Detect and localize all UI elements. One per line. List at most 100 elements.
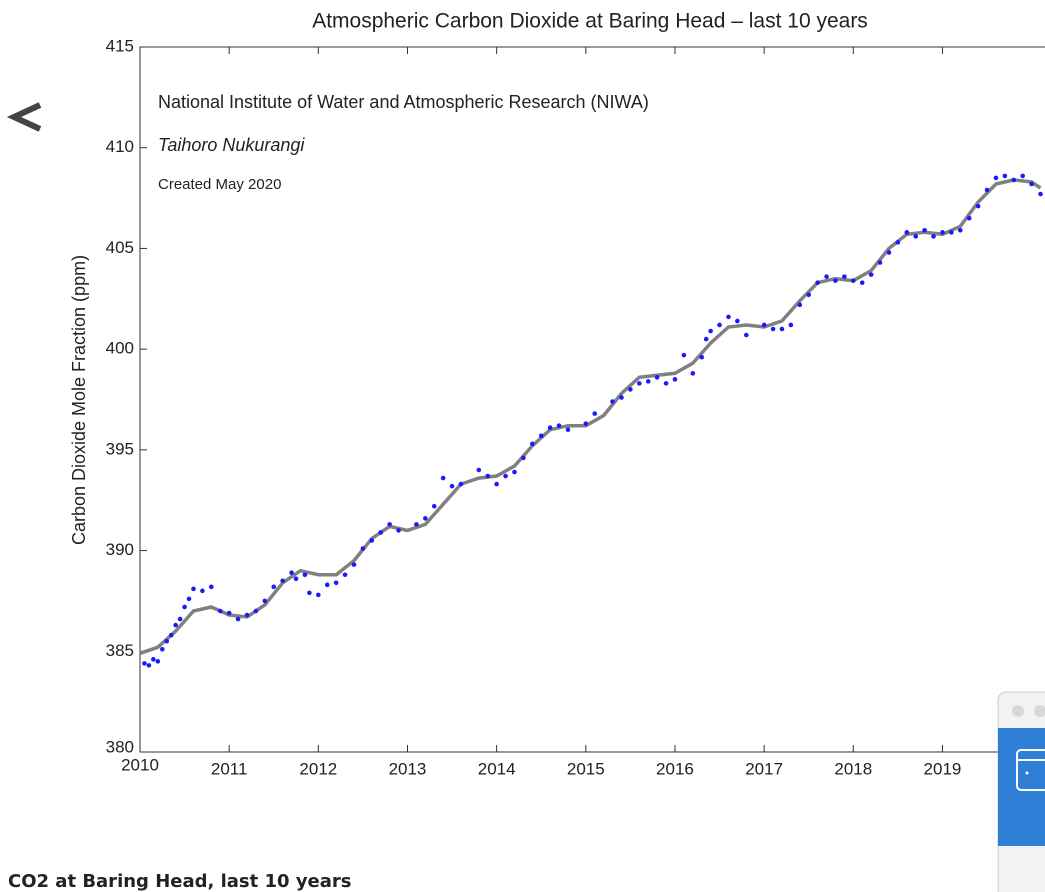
- data-point: [913, 234, 919, 239]
- data-point: [503, 473, 508, 479]
- data-point: [547, 425, 553, 431]
- data-point: [146, 663, 152, 668]
- data-point: [645, 379, 651, 384]
- data-point: [957, 228, 963, 233]
- data-point: [681, 352, 687, 358]
- data-point: [842, 274, 847, 279]
- data-point: [244, 612, 250, 618]
- data-point: [378, 530, 384, 535]
- data-point: [1011, 177, 1017, 183]
- x-tick-label: 2010: [121, 755, 159, 774]
- x-tick-label: 2019: [924, 759, 962, 778]
- data-point: [209, 584, 214, 590]
- data-point: [177, 616, 183, 622]
- data-point: [610, 399, 615, 404]
- data-point: [895, 240, 901, 245]
- data-point: [699, 354, 705, 360]
- y-tick-label: 385: [106, 641, 134, 660]
- data-point: [993, 175, 999, 181]
- y-axis-label: Carbon Dioxide Mole Fraction (ppm): [69, 255, 89, 545]
- data-point: [717, 322, 722, 328]
- annotation: Taihoro Nukurangi: [158, 135, 305, 155]
- data-point: [931, 234, 936, 239]
- data-point: [1020, 173, 1026, 179]
- data-point: [592, 411, 598, 416]
- data-point: [302, 572, 308, 578]
- data-point: [824, 274, 829, 279]
- data-point: [369, 538, 375, 543]
- y-tick-label: 395: [106, 439, 134, 458]
- data-point: [654, 375, 660, 380]
- data-point: [351, 562, 357, 567]
- x-tick-label: 2011: [211, 759, 248, 778]
- caption: CO2 at Baring Head, last 10 years: [8, 871, 352, 892]
- x-tick-label: 2018: [834, 759, 872, 778]
- data-point: [293, 576, 299, 582]
- y-tick-label: 380: [106, 737, 134, 756]
- data-point: [538, 433, 544, 439]
- data-point: [949, 230, 954, 235]
- data-point: [494, 481, 499, 487]
- data-point: [530, 441, 535, 447]
- y-tick-label: 410: [106, 137, 134, 156]
- overlay-window[interactable]: [997, 691, 1045, 892]
- data-point: [316, 592, 321, 598]
- data-point: [431, 503, 437, 509]
- data-point: [565, 427, 571, 433]
- data-point: [663, 381, 669, 386]
- data-point: [342, 572, 348, 578]
- data-point: [868, 272, 874, 277]
- data-point: [1038, 191, 1043, 197]
- data-point: [182, 604, 187, 610]
- data-point: [788, 322, 794, 328]
- data-point: [726, 314, 731, 320]
- data-point: [619, 395, 624, 400]
- data-point: [833, 278, 838, 283]
- data-point: [271, 584, 277, 590]
- data-point: [628, 387, 633, 392]
- data-point: [262, 598, 268, 604]
- x-tick-label: 2012: [299, 759, 337, 778]
- annotation: Created May 2020: [158, 176, 281, 193]
- data-point: [226, 610, 232, 616]
- plot: 380 385 390 395 400 405 410 415 2010 2011 2012 2013…: [106, 36, 1045, 778]
- data-point: [886, 250, 892, 255]
- data-point: [159, 646, 165, 652]
- x-tick-label: 2014: [478, 759, 516, 778]
- data-point: [333, 580, 339, 586]
- y-tick-label: 405: [106, 238, 134, 257]
- data-point: [512, 469, 517, 475]
- annotation: National Institute of Water and Atmosphe…: [158, 92, 649, 112]
- data-point: [423, 516, 428, 521]
- x-tick-label: 2013: [389, 759, 427, 778]
- data-point: [815, 280, 820, 285]
- data-point: [761, 322, 767, 328]
- y-tick-label: 390: [106, 540, 134, 559]
- x-tick-label: 2015: [567, 759, 605, 778]
- y-tick-label: 415: [106, 36, 134, 55]
- data-point: [984, 187, 990, 193]
- data-point: [155, 659, 161, 664]
- data-point: [324, 582, 330, 588]
- data-point: [360, 546, 366, 551]
- back-arrow[interactable]: [6, 102, 42, 132]
- y-tick-label: 400: [106, 339, 134, 358]
- data-point: [806, 292, 812, 298]
- data-point: [396, 528, 401, 533]
- data-point: [186, 596, 192, 602]
- data-point: [556, 423, 562, 428]
- data-point: [904, 230, 910, 235]
- data-point: [859, 280, 865, 285]
- plot-frame: [139, 46, 1045, 753]
- data-point: [485, 473, 491, 479]
- data-point: [797, 302, 803, 308]
- data-point: [280, 578, 285, 584]
- data-point: [449, 483, 455, 489]
- data-point: [253, 608, 259, 614]
- data-point: [142, 661, 147, 666]
- data-point: [200, 588, 205, 594]
- data-point: [690, 371, 696, 376]
- data-point: [583, 421, 589, 426]
